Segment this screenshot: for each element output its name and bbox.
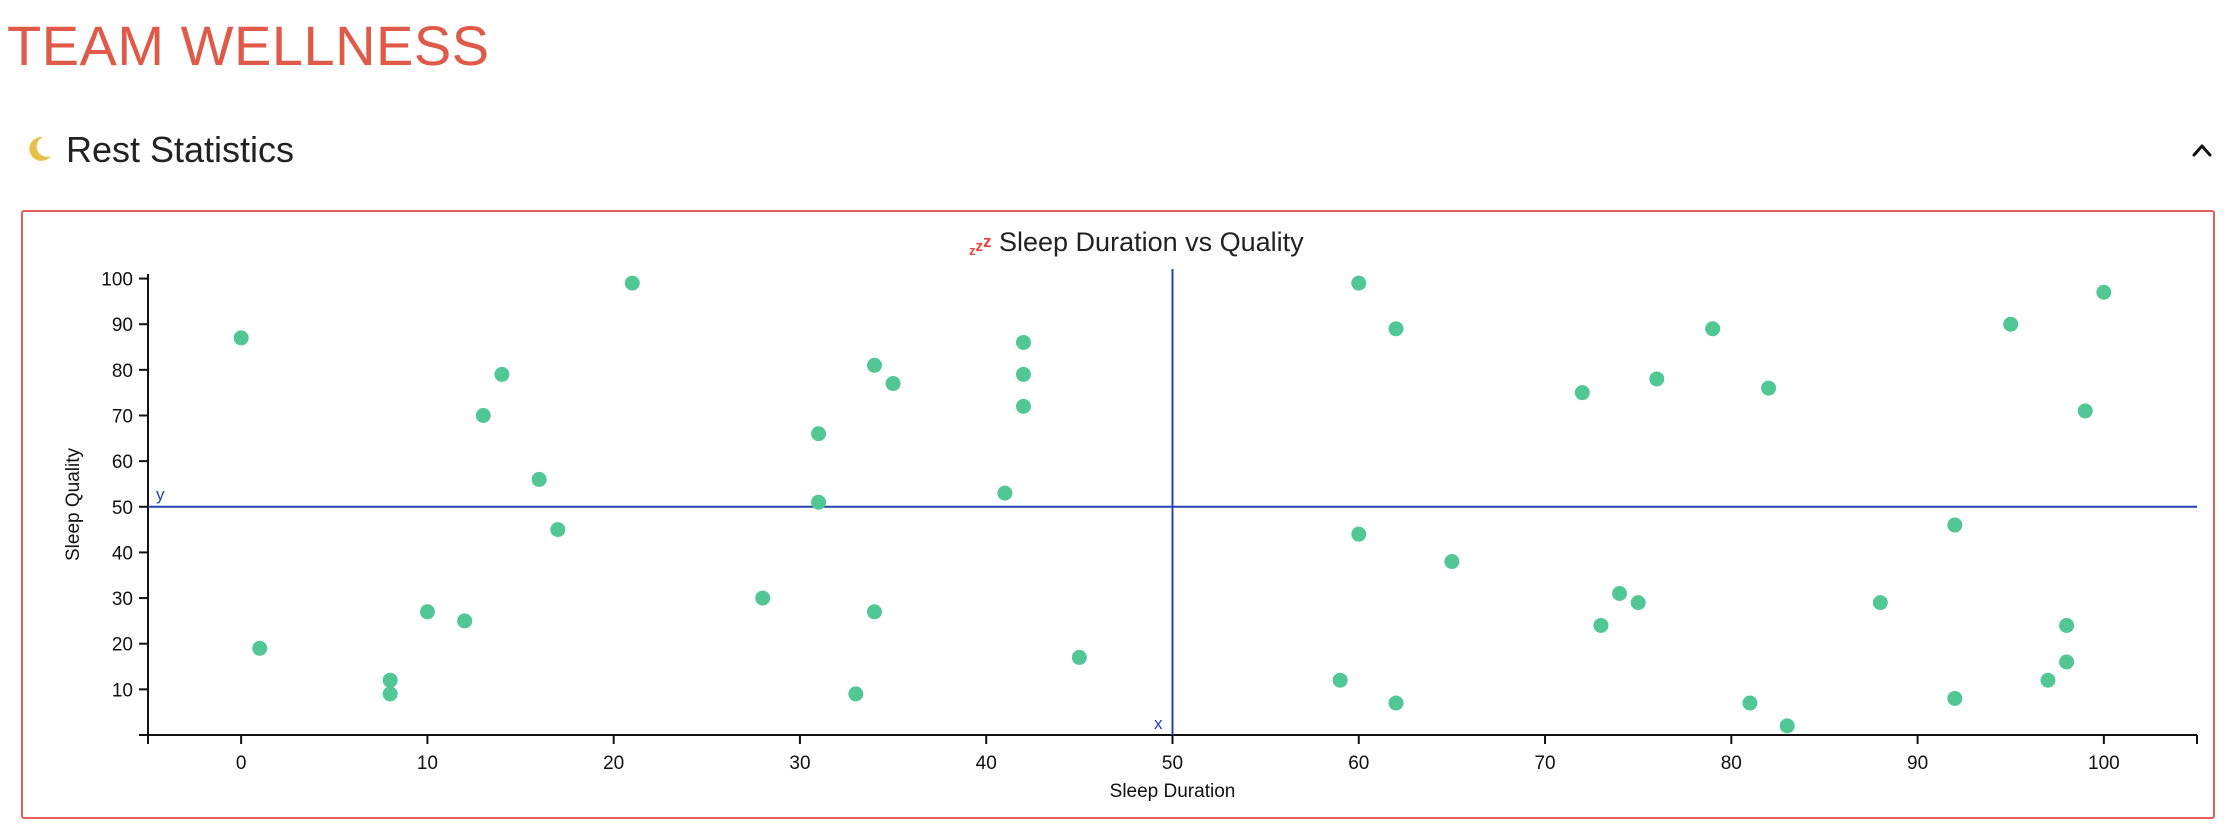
- data-point: [531, 471, 547, 487]
- y-tick-label: 30: [112, 589, 133, 610]
- data-point: [2040, 672, 2056, 688]
- data-point: [1630, 595, 1646, 611]
- data-point: [2059, 617, 2075, 633]
- data-point: [2077, 403, 2093, 419]
- x-tick-label: 30: [789, 753, 810, 774]
- data-points: [233, 275, 2112, 734]
- data-point: [1444, 554, 1460, 570]
- app-title: TEAM WELLNESS: [7, 14, 490, 77]
- y-tick-label: 70: [112, 406, 133, 427]
- y-tick-label: 50: [112, 498, 133, 519]
- y-reference-label: y: [156, 485, 165, 504]
- data-point: [997, 485, 1013, 501]
- x-tick-label: 50: [1162, 753, 1183, 774]
- data-point: [1071, 649, 1087, 665]
- x-tick-label: 100: [2088, 753, 2120, 774]
- data-point: [866, 604, 882, 620]
- data-point: [624, 275, 640, 291]
- axes: 0 10 20 30 40 50 60 70 80 90 100 10 20 30 40 50 60 70 80 90…: [101, 270, 2198, 774]
- y-tick-label: 80: [112, 361, 133, 382]
- data-point: [382, 686, 398, 702]
- chart-title: Sleep Duration vs Quality: [999, 227, 1304, 257]
- x-tick-label: 0: [236, 753, 247, 774]
- data-point: [1705, 321, 1721, 337]
- data-point: [1388, 695, 1404, 711]
- data-point: [1015, 366, 1031, 382]
- data-point: [866, 357, 882, 373]
- scatter-chart: zzz Sleep Duration vs Quality 0 10 20 30 40 5…: [63, 227, 2198, 802]
- data-point: [1015, 398, 1031, 414]
- zzz-icon: zzz: [969, 232, 992, 258]
- chart-title-group: zzz Sleep Duration vs Quality: [969, 227, 1304, 258]
- data-point: [755, 590, 771, 606]
- data-point: [252, 640, 268, 656]
- reference-lines: xy: [148, 269, 2197, 735]
- x-tick-label: 10: [417, 753, 438, 774]
- data-point: [1351, 275, 1367, 291]
- x-tick-label: 20: [603, 753, 624, 774]
- data-point: [1947, 690, 1963, 706]
- data-point: [494, 366, 510, 382]
- data-point: [1612, 586, 1628, 602]
- data-point: [848, 686, 864, 702]
- chart-card: zzz Sleep Duration vs Quality 0 10 20 30 40 5…: [21, 210, 2215, 819]
- y-tick-label: 90: [112, 315, 133, 336]
- data-point: [1761, 380, 1777, 396]
- rest-statistics-header[interactable]: Rest Statistics: [0, 118, 2238, 186]
- x-tick-label: 70: [1534, 753, 1555, 774]
- data-point: [2059, 654, 2075, 670]
- data-point: [1742, 695, 1758, 711]
- y-axis-label: Sleep Quality: [63, 448, 84, 562]
- data-point: [419, 604, 435, 620]
- data-point: [233, 330, 249, 346]
- data-point: [1351, 526, 1367, 542]
- data-point: [1574, 385, 1590, 401]
- data-point: [475, 407, 491, 423]
- data-point: [1332, 672, 1348, 688]
- data-point: [1947, 517, 1963, 533]
- x-tick-label: 40: [976, 753, 997, 774]
- chevron-up-icon[interactable]: [2184, 132, 2220, 168]
- data-point: [1388, 321, 1404, 337]
- data-point: [2003, 316, 2019, 332]
- data-point: [457, 613, 473, 629]
- data-point: [2096, 284, 2112, 300]
- x-tick-label: 60: [1348, 753, 1369, 774]
- data-point: [1015, 334, 1031, 350]
- x-tick-label: 80: [1721, 753, 1742, 774]
- x-reference-label: x: [1154, 714, 1163, 733]
- y-tick-label: 100: [101, 270, 133, 291]
- data-point: [382, 672, 398, 688]
- moon-icon: [29, 136, 51, 161]
- data-point: [811, 426, 827, 442]
- data-point: [811, 494, 827, 510]
- data-point: [550, 522, 566, 538]
- data-point: [1779, 718, 1795, 734]
- x-axis-label: Sleep Duration: [1110, 781, 1236, 802]
- data-point: [885, 376, 901, 392]
- data-point: [1649, 371, 1665, 387]
- data-point: [1872, 595, 1888, 611]
- y-tick-label: 40: [112, 543, 133, 564]
- data-point: [1593, 617, 1609, 633]
- y-tick-label: 10: [112, 680, 133, 701]
- y-tick-label: 20: [112, 635, 133, 656]
- y-tick-label: 60: [112, 452, 133, 473]
- section-title: Rest Statistics: [66, 129, 295, 170]
- x-tick-label: 90: [1907, 753, 1928, 774]
